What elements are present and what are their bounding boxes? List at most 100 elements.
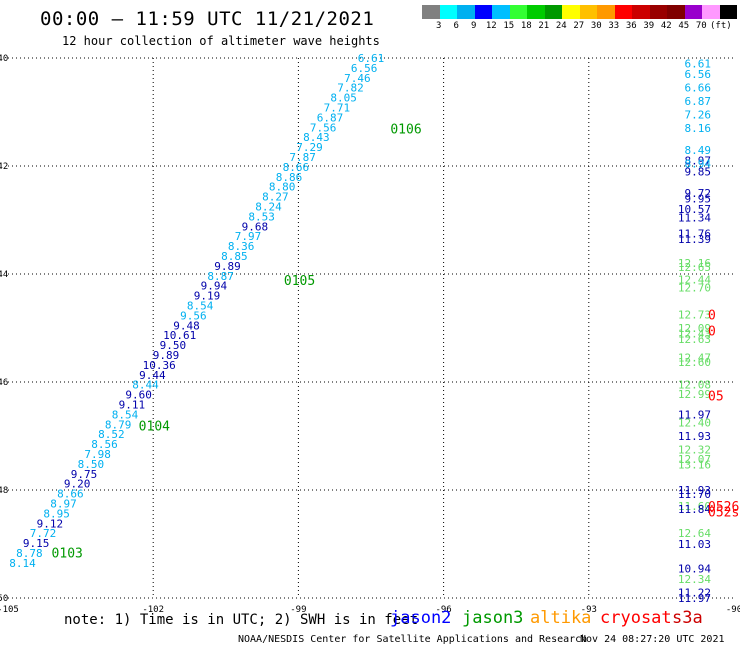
swh-value: 8.24 [255,201,282,214]
swh-value: 11.84 [678,503,711,516]
swh-value: 9.11 [119,399,146,412]
swh-value: 6.66 [685,82,712,95]
legend-label: 24 [555,21,567,31]
swh-value: 11.34 [678,211,711,224]
legend-swatch [702,5,720,19]
legend-label: 36 [625,21,637,31]
swh-value: 11.70 [678,488,711,501]
swh-value: 8.52 [98,428,125,441]
legend-swatch [632,5,650,19]
legend-swatch [667,5,685,19]
swh-value: 11.03 [678,538,711,551]
legend-swatch [719,5,737,19]
swh-value: 6.87 [685,95,712,108]
track-time-label: 0104 [139,420,170,435]
lon-tick-label: -93 [581,605,597,615]
swh-value-cryosat: 05 [708,390,724,405]
swh-value: 11.22 [678,587,711,600]
swh-value: 8.53 [248,210,275,223]
swh-value: 8.49 [685,144,712,157]
legend-label: 42 [660,21,672,31]
swh-value: 12.34 [678,573,711,586]
swh-value: 8.95 [43,507,70,520]
swh-value: 11.93 [678,484,711,497]
swh-value: 9.72 [685,187,712,200]
swh-value: 8.50 [78,458,105,471]
swh-value: 9.85 [685,165,712,178]
swh-value: 7.26 [685,109,712,122]
lat-tick-label: -48 [0,486,8,496]
swh-value: 12.09 [678,322,711,335]
swh-value: 8.79 [105,418,132,431]
lat-tick-label: -42 [0,162,8,172]
swh-value: 13.16 [678,459,711,472]
swh-value: 11.97 [678,592,711,605]
swh-value: 12.07 [678,453,711,466]
swh-value: 8.56 [91,438,118,451]
swh-value: 8.66 [283,161,310,174]
lon-tick-label: -99 [290,605,306,615]
swh-value: 12.99 [678,388,711,401]
swh-value: 8.97 [50,498,77,511]
lat-tick-label: -40 [0,54,8,64]
map-title: 00:00 – 11:59 UTC 11/21/2021 [40,8,375,30]
swh-value: 12.60 [678,356,711,369]
swh-value: 8.43 [303,131,330,144]
map-note: note: 1) Time is in UTC; 2) SWH is in fe… [64,612,419,628]
swh-value: 7.82 [337,82,364,95]
legend-label: 30 [590,21,602,31]
swh-value: 9.68 [242,220,269,233]
legend-label: 39 [643,21,655,31]
swh-value: 9.12 [37,517,64,530]
lon-tick-label: -96 [435,605,451,615]
track-time-label: 0103 [52,547,83,562]
swh-value: 9.20 [64,478,91,491]
lon-tick-label: -105 [0,605,19,615]
swh-value: 8.36 [228,240,255,253]
lat-tick-label: -46 [0,378,8,388]
swh-value: 6.61 [685,57,712,70]
legend-swatch [649,5,667,19]
swh-value: 12.43 [678,327,711,340]
swh-value: 8.87 [207,270,234,283]
satellite-legend-item: cryosat [600,608,672,628]
swh-value: 8.14 [9,557,36,570]
color-legend-bar [422,5,737,19]
swh-value: 8.16 [685,122,712,135]
legend-swatch [544,5,562,19]
legend-label: 3 [436,21,442,31]
legend-swatch [684,5,702,19]
swh-value: 9.89 [214,260,241,273]
swh-value: 7.72 [30,527,57,540]
lon-tick-label: -102 [142,605,164,615]
swh-value-cryosat: 052s [708,506,739,521]
swh-value: 7.56 [310,121,337,134]
legend-label: 9 [471,21,477,31]
swh-value: 12.16 [678,257,711,270]
swh-value: 8.66 [57,488,84,501]
legend-label: (ft) [710,21,732,31]
swh-value: 10.57 [678,203,711,216]
swh-value: 9.44 [139,369,166,382]
swh-value: 12.44 [678,273,711,286]
swh-value: 8.05 [330,92,357,105]
swh-value: 7.29 [296,141,323,154]
swh-value: 9.50 [160,339,187,352]
swh-value: 9.48 [173,319,200,332]
legend-swatch [509,5,527,19]
footer-credit: NOAA/NESDIS Center for Satellite Applica… [238,634,588,645]
swh-value: 6.87 [317,111,344,124]
swh-value: 11.97 [678,408,711,421]
legend-label: 45 [678,21,690,31]
swh-value: 8.86 [276,171,303,184]
legend-swatch [527,5,545,19]
satellite-legend-item: jason3 [462,608,524,628]
swh-value: 8.80 [269,181,296,194]
swh-value-cryosat: 0 [708,309,716,324]
swh-value: 12.08 [678,379,711,392]
swh-value: 11.39 [678,233,711,246]
lat-tick-label: -44 [0,270,8,280]
swh-value: 11.93 [678,430,711,443]
swh-value: 8.85 [221,250,248,263]
